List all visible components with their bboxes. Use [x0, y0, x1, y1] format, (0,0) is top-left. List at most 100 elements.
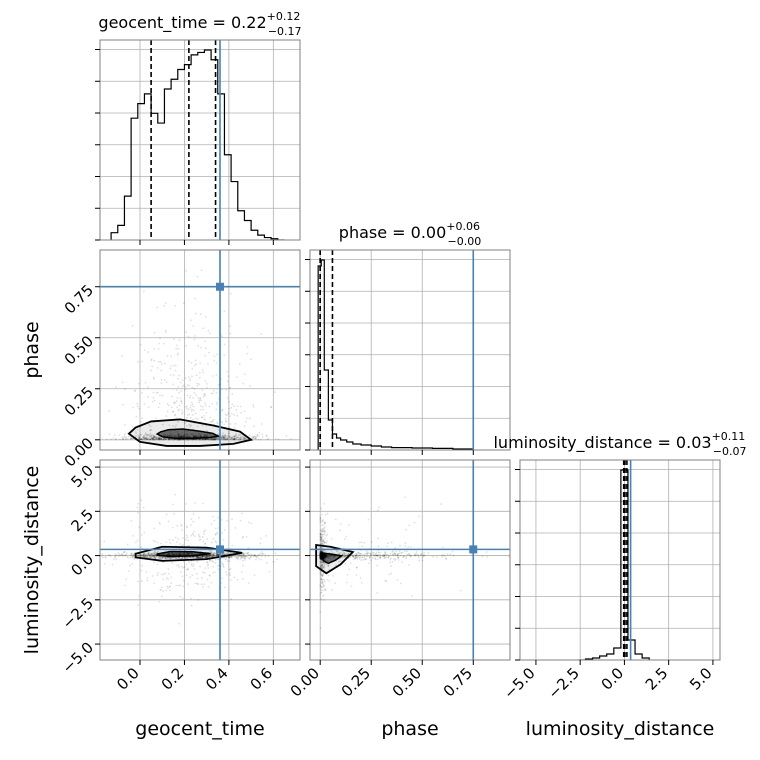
- contour-inner: [155, 428, 221, 440]
- sample-point: [392, 554, 395, 557]
- sample-point: [183, 438, 185, 441]
- sample-point: [339, 551, 342, 554]
- sample-point: [319, 556, 322, 559]
- sample-point: [205, 438, 208, 441]
- sample-point: [320, 552, 323, 555]
- sample-point: [319, 521, 322, 524]
- sample-point: [323, 502, 326, 505]
- sample-point: [321, 586, 324, 589]
- sample-point: [320, 552, 323, 555]
- sample-point: [222, 556, 224, 559]
- sample-point: [319, 554, 322, 557]
- sample-point: [176, 564, 178, 567]
- sample-point: [396, 579, 399, 581]
- sample-point: [210, 581, 213, 584]
- sample-point: [343, 555, 346, 558]
- sample-point: [175, 541, 178, 544]
- sample-point: [320, 554, 323, 557]
- sample-point: [154, 438, 157, 441]
- sample-point: [209, 554, 211, 556]
- sample-point: [137, 512, 139, 514]
- sample-point: [335, 564, 337, 567]
- sample-point: [211, 555, 214, 558]
- panel-frame: [519, 459, 721, 661]
- sample-point: [159, 523, 161, 525]
- sample-point: [341, 553, 344, 555]
- sample-point: [206, 556, 208, 558]
- sample-point: [235, 435, 237, 437]
- sample-point: [193, 438, 196, 441]
- sample-point: [242, 554, 245, 557]
- sample-point: [423, 551, 425, 554]
- sample-point: [212, 438, 214, 441]
- sample-point: [196, 555, 199, 558]
- sample-point: [233, 435, 236, 438]
- sample-point: [149, 438, 152, 441]
- sample-point: [194, 535, 196, 538]
- sample-point: [237, 555, 240, 558]
- histogram-geocent_time: [110, 49, 285, 240]
- sample-point: [171, 561, 174, 564]
- sample-point: [320, 555, 323, 558]
- sample-point: [231, 436, 234, 439]
- sample-point: [213, 359, 216, 362]
- sample-point: [353, 557, 356, 560]
- sample-point: [383, 551, 386, 553]
- sample-point: [345, 554, 347, 557]
- sample-point: [186, 383, 189, 386]
- sample-point: [320, 556, 323, 558]
- sample-point: [189, 406, 192, 409]
- sample-point: [154, 551, 157, 554]
- sample-point: [241, 436, 244, 439]
- sample-point: [343, 553, 346, 556]
- sample-point: [190, 361, 193, 364]
- sample-point: [123, 551, 126, 554]
- sample-point: [321, 566, 324, 569]
- sample-point: [319, 533, 322, 536]
- sample-point: [320, 562, 323, 565]
- sample-point: [139, 554, 142, 557]
- sample-point: [359, 552, 362, 555]
- sample-point: [215, 438, 218, 440]
- sample-point: [152, 436, 155, 439]
- sample-point: [226, 519, 229, 522]
- sample-point: [320, 556, 323, 559]
- sample-point: [319, 550, 322, 553]
- sample-point: [320, 553, 322, 555]
- sample-point: [192, 409, 195, 412]
- sample-point: [155, 556, 158, 559]
- sample-point: [138, 437, 141, 440]
- sample-point: [240, 411, 242, 414]
- sample-point: [234, 555, 237, 558]
- sample-point: [229, 415, 232, 418]
- sample-point: [319, 556, 322, 559]
- sample-point: [205, 556, 208, 558]
- sample-point: [208, 554, 211, 557]
- sample-point: [358, 554, 361, 557]
- sample-point: [154, 553, 157, 556]
- sample-point: [167, 556, 170, 559]
- sample-point: [320, 552, 323, 555]
- sample-point: [254, 437, 257, 440]
- sample-point: [388, 573, 391, 576]
- sample-point: [321, 542, 323, 545]
- sample-point: [355, 574, 358, 576]
- sample-point: [192, 397, 194, 399]
- sample-point: [198, 556, 201, 559]
- sample-point: [156, 366, 159, 369]
- sample-point: [391, 560, 394, 563]
- sample-point: [351, 554, 354, 557]
- sample-point: [320, 557, 323, 560]
- sample-point: [121, 438, 124, 440]
- sample-point: [451, 550, 454, 553]
- sample-point: [175, 389, 178, 392]
- tick-label-x-phase: 0.50: [389, 664, 425, 700]
- sample-point: [320, 553, 323, 556]
- sample-point: [326, 533, 329, 536]
- sample-point: [193, 335, 196, 337]
- sample-point: [272, 560, 275, 563]
- sample-point: [319, 553, 322, 556]
- sample-point: [101, 553, 104, 555]
- sample-point: [277, 438, 280, 441]
- sample-point: [171, 503, 174, 506]
